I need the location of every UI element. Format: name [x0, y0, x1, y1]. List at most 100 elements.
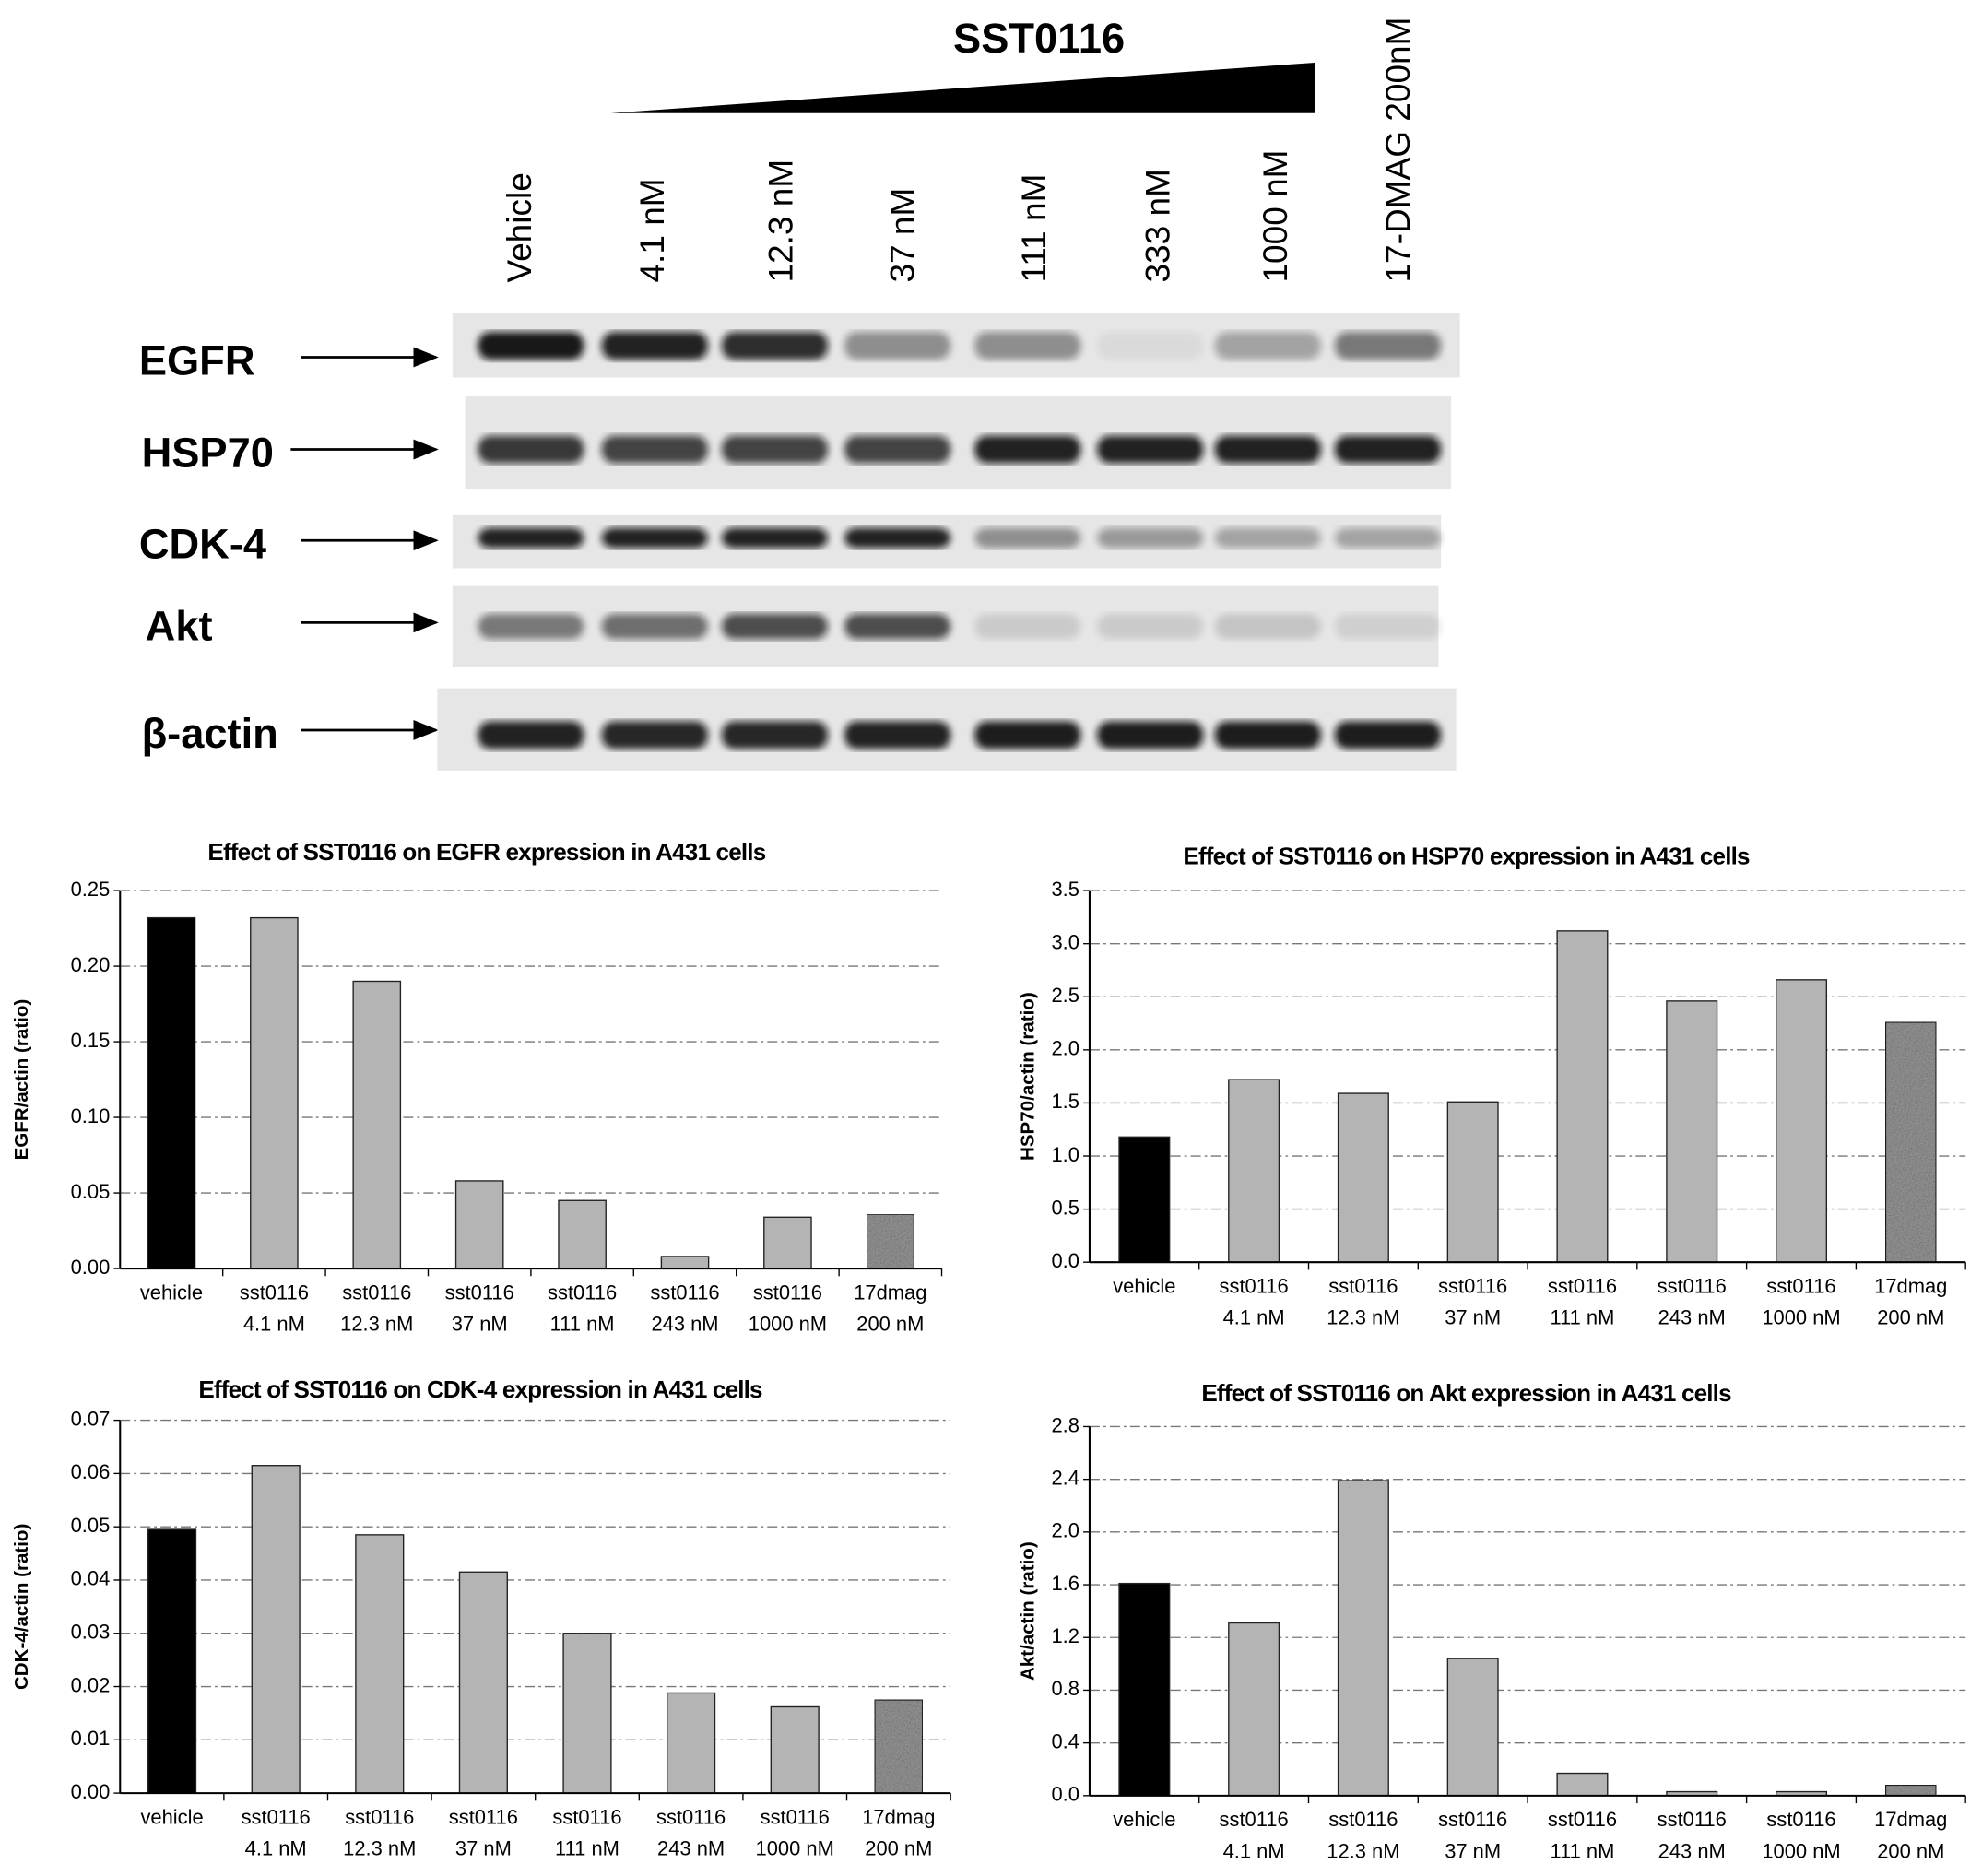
bar	[147, 916, 196, 1269]
y-tick-label: 2.8	[1051, 1413, 1079, 1436]
x-tick-label: 17dmag	[1874, 1274, 1947, 1297]
x-tick-label: 4.1 nM	[1223, 1306, 1285, 1329]
lane-label: 37 nM	[882, 188, 921, 283]
bar	[454, 1180, 504, 1269]
bar	[1884, 1021, 1937, 1263]
bar	[1776, 979, 1828, 1263]
y-tick-label: 0.07	[71, 1407, 111, 1430]
bar	[1118, 1136, 1171, 1263]
band	[1334, 435, 1442, 464]
lane-label: Vehicle	[500, 172, 538, 282]
x-tick-label: 37 nM	[1445, 1306, 1501, 1329]
x-tick-label: 1000 nM	[1762, 1306, 1840, 1329]
y-tick-label: 1.2	[1051, 1624, 1079, 1647]
y-tick-label: 1.6	[1051, 1572, 1079, 1595]
protein-label: HSP70	[142, 430, 274, 477]
bar	[1556, 930, 1609, 1263]
lane-label: 1000 nM	[1256, 149, 1294, 282]
x-tick-label: sst0116	[1766, 1274, 1835, 1297]
x-tick-label: sst0116	[1438, 1808, 1507, 1831]
x-tick-label: sst0116	[1658, 1274, 1727, 1297]
x-tick-label: sst0116	[650, 1280, 719, 1304]
x-tick-label: vehicle	[1113, 1808, 1175, 1831]
x-tick-label: sst0116	[656, 1805, 726, 1828]
band	[974, 332, 1081, 360]
protein-label: CDK-4	[139, 520, 266, 567]
band	[601, 435, 708, 464]
band	[721, 527, 829, 549]
y-tick-label: 0.8	[1051, 1677, 1079, 1700]
y-tick-label: 0.02	[71, 1673, 111, 1696]
y-tick-label: 0.00	[71, 1256, 111, 1279]
y-tick-label: 3.5	[1051, 878, 1079, 901]
y-tick-label: 0.0	[1051, 1783, 1079, 1806]
y-tick-label: 0.0	[1051, 1249, 1079, 1272]
y-tick-label: 0.20	[71, 953, 111, 976]
y-tick-label: 0.25	[71, 878, 111, 901]
x-tick-label: sst0116	[345, 1805, 414, 1828]
bar	[458, 1571, 508, 1794]
x-tick-label: vehicle	[1113, 1274, 1175, 1297]
y-tick-label: 2.0	[1051, 1037, 1079, 1060]
band	[844, 721, 951, 749]
x-tick-label: 243 nM	[1658, 1306, 1726, 1329]
band	[721, 721, 829, 749]
band	[478, 721, 584, 749]
x-tick-label: 12.3 nM	[343, 1837, 416, 1860]
y-tick-label: 0.03	[71, 1621, 111, 1644]
x-tick-label: 111 nM	[1551, 1839, 1615, 1862]
x-tick-label: 200 nM	[865, 1837, 932, 1860]
lane-label: 12.3 nM	[761, 159, 800, 283]
x-tick-label: 243 nM	[1658, 1839, 1726, 1862]
band	[844, 435, 951, 464]
y-axis-label: Akt/actin (ratio)	[1018, 1541, 1039, 1681]
x-tick-label: 243 nM	[651, 1313, 718, 1336]
bar	[874, 1699, 924, 1794]
y-tick-label: 0.15	[71, 1029, 111, 1052]
x-tick-label: sst0116	[1220, 1274, 1289, 1297]
x-tick-label: sst0116	[449, 1805, 518, 1828]
x-tick-label: 37 nM	[455, 1837, 512, 1860]
x-tick-label: 12.3 nM	[1327, 1306, 1399, 1329]
band	[478, 613, 584, 640]
band	[1334, 613, 1442, 640]
x-tick-label: sst0116	[1328, 1808, 1398, 1831]
x-tick-label: sst0116	[242, 1805, 311, 1828]
x-tick-label: 1000 nM	[749, 1313, 827, 1336]
x-tick-label: sst0116	[753, 1280, 822, 1304]
x-tick-label: 4.1 nM	[1223, 1839, 1285, 1862]
x-tick-label: 37 nM	[452, 1313, 508, 1336]
dose-wedge	[610, 62, 1315, 113]
chart-title: Effect of SST0116 on EGFR expression in …	[207, 838, 765, 866]
blot-title: SST0116	[953, 15, 1125, 62]
band	[721, 332, 829, 360]
bar	[1228, 1079, 1280, 1263]
band	[1097, 613, 1204, 640]
band	[721, 435, 829, 464]
band	[1097, 527, 1204, 549]
y-tick-label: 0.05	[71, 1514, 111, 1537]
bar	[1337, 1092, 1389, 1263]
x-tick-label: 12.3 nM	[340, 1313, 413, 1336]
protein-label: EGFR	[139, 337, 255, 384]
bar	[667, 1692, 716, 1794]
x-tick-label: sst0116	[1548, 1274, 1617, 1297]
bar	[250, 916, 299, 1269]
x-tick-label: sst0116	[761, 1805, 830, 1828]
y-axis-label: HSP70/actin (ratio)	[1018, 992, 1039, 1161]
x-tick-label: 243 nM	[657, 1837, 725, 1860]
band	[1214, 721, 1321, 749]
band	[1334, 332, 1442, 360]
x-tick-label: 17dmag	[862, 1805, 935, 1828]
bar	[562, 1633, 612, 1794]
x-tick-label: vehicle	[140, 1280, 203, 1304]
y-tick-label: 3.0	[1051, 930, 1079, 953]
bar	[1884, 1784, 1937, 1797]
band	[844, 613, 951, 640]
y-tick-label: 0.5	[1051, 1196, 1079, 1219]
x-tick-label: 12.3 nM	[1327, 1839, 1399, 1862]
y-tick-label: 0.4	[1051, 1729, 1079, 1752]
band	[1097, 721, 1204, 749]
x-tick-label: sst0116	[1766, 1808, 1835, 1831]
